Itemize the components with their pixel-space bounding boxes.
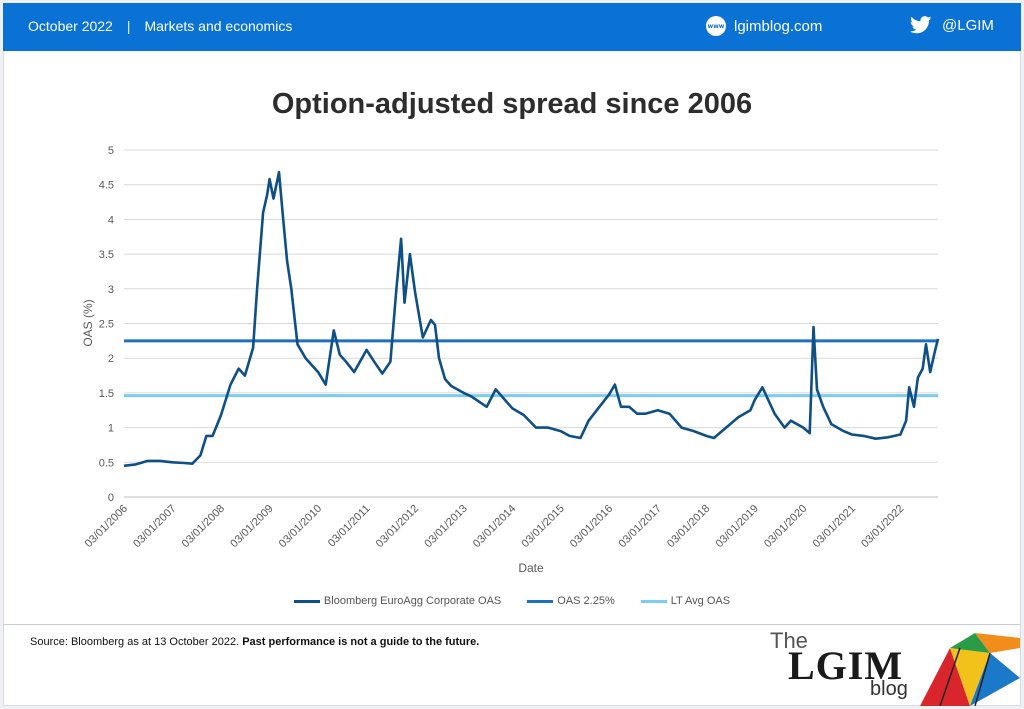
logo-blog: blog <box>870 678 908 700</box>
y-tick-label: 0 <box>108 492 114 504</box>
y-tick-label: 1 <box>108 423 114 435</box>
y-tick-label: 0.5 <box>99 457 114 469</box>
header-date: October 2022 <box>28 18 113 34</box>
x-tick-label: 03/01/2010 <box>277 503 324 550</box>
y-tick-label: 1.5 <box>99 388 114 400</box>
x-tick-label: 03/01/2007 <box>131 503 178 550</box>
y-tick-label: 5 <box>108 145 114 157</box>
legend-swatch-ltavg <box>640 599 667 603</box>
x-tick-label: 03/01/2019 <box>713 503 760 550</box>
x-tick-label: 03/01/2020 <box>762 503 809 550</box>
x-tick-label: 03/01/2022 <box>859 503 906 550</box>
legend-label-ltavg: LT Avg OAS <box>670 595 731 607</box>
y-tick-label: 4.5 <box>99 180 114 192</box>
y-tick-label: 4 <box>108 214 114 226</box>
x-tick-label: 03/01/2015 <box>519 503 566 550</box>
chart-legend: Bloomberg EuroAgg Corporate OAS OAS 2.25… <box>0 595 1024 607</box>
header-separator: | <box>126 18 131 34</box>
source-text: Source: Bloomberg as at 13 October 2022. <box>30 636 243 648</box>
y-tick-label: 3 <box>108 284 114 296</box>
x-tick-label: 03/01/2012 <box>374 503 421 550</box>
footer-divider <box>3 624 1021 625</box>
series-line-euroagg-oas <box>123 170 940 468</box>
globe-icon: www <box>706 16 726 36</box>
twitter-icon <box>910 16 932 34</box>
y-tick-label: 2 <box>108 353 114 365</box>
header-bar: October 2022 | Markets and economics www… <box>3 3 1021 51</box>
logo-brand: LGIM <box>788 643 904 688</box>
legend-item-oas225: OAS 2.25% <box>527 595 615 607</box>
legend-swatch-main <box>293 599 320 603</box>
x-tick-label: 03/01/2014 <box>471 503 518 550</box>
legend-item-main: Bloomberg EuroAgg Corporate OAS <box>293 595 502 607</box>
source-disclaimer: Past performance is not a guide to the f… <box>242 636 480 648</box>
legend-item-ltavg: LT Avg OAS <box>640 595 731 607</box>
y-tick-label: 3.5 <box>99 249 114 261</box>
twitter-link[interactable]: @LGIM <box>910 16 994 34</box>
site-link[interactable]: www lgimblog.com <box>706 16 822 36</box>
lgim-blog-logo: The LGIM blog <box>770 628 1020 706</box>
x-tick-label: 03/01/2006 <box>83 503 130 550</box>
x-tick-label: 03/01/2021 <box>811 503 858 550</box>
header-category[interactable]: Markets and economics <box>144 18 293 34</box>
x-tick-label: 03/01/2009 <box>228 503 275 550</box>
legend-label-oas225: OAS 2.25% <box>557 595 615 607</box>
x-tick-label: 03/01/2017 <box>617 503 664 550</box>
x-tick-label: 03/01/2008 <box>180 503 227 550</box>
x-axis-title: Date <box>518 561 544 575</box>
y-tick-label: 2.5 <box>99 319 114 331</box>
legend-swatch-oas225 <box>527 599 554 603</box>
blog-card <box>3 3 1021 706</box>
site-label: lgimblog.com <box>734 17 823 35</box>
twitter-handle: @LGIM <box>942 16 994 34</box>
chart-title: Option-adjusted spread since 2006 <box>271 88 753 120</box>
header-meta: October 2022 | Markets and economics <box>28 18 292 34</box>
legend-label-main: Bloomberg EuroAgg Corporate OAS <box>323 595 502 607</box>
y-axis-title: OAS (%) <box>81 299 95 346</box>
umbrella-icon <box>920 633 1020 706</box>
logo-the: The <box>770 628 808 653</box>
x-tick-label: 03/01/2018 <box>665 503 712 550</box>
x-tick-label: 03/01/2011 <box>326 503 373 550</box>
x-tick-label: 03/01/2016 <box>568 503 615 550</box>
x-tick-label: 03/01/2013 <box>422 503 469 550</box>
source-note: Source: Bloomberg as at 13 October 2022.… <box>30 636 479 648</box>
